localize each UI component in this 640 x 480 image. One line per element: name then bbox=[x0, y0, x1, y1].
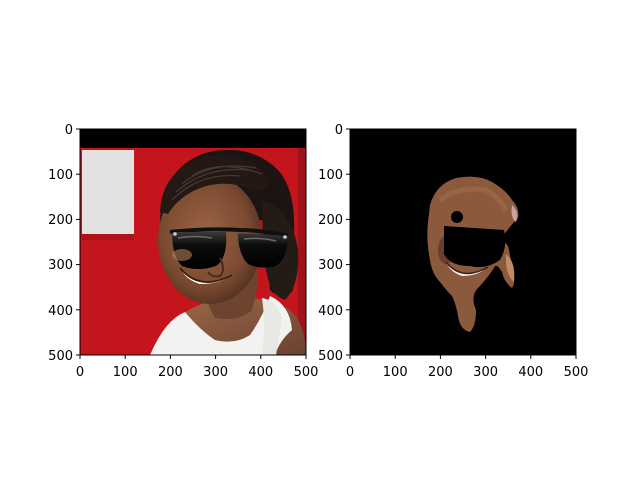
glasses-hole bbox=[444, 226, 506, 268]
right-axes-frame bbox=[349, 128, 577, 356]
right-xtick-label: 0 bbox=[346, 365, 354, 380]
right-ytick-label: 400 bbox=[318, 304, 343, 319]
tank-top bbox=[150, 296, 292, 355]
right-ytick-label: 500 bbox=[318, 349, 343, 364]
left-ytick-label: 500 bbox=[48, 349, 73, 364]
poster-shadow bbox=[82, 234, 134, 240]
right-image-panel bbox=[350, 129, 576, 355]
left-ytick-label: 400 bbox=[48, 304, 73, 319]
left-xtick-label: 400 bbox=[248, 365, 273, 380]
right-y-ticks bbox=[346, 128, 350, 356]
left-xtick-label: 500 bbox=[294, 365, 319, 380]
left-y-ticks bbox=[76, 128, 80, 356]
right-x-ticks bbox=[349, 355, 577, 359]
right-xtick-label: 400 bbox=[518, 365, 543, 380]
braid-lines bbox=[171, 165, 263, 201]
left-xtick-label: 200 bbox=[158, 365, 183, 380]
left-image-panel bbox=[80, 129, 306, 355]
right-ytick-label: 100 bbox=[318, 168, 343, 183]
right-xtick-label: 200 bbox=[428, 365, 453, 380]
nose bbox=[207, 257, 224, 278]
left-xtick-label: 100 bbox=[113, 365, 138, 380]
right-xtick-label: 300 bbox=[473, 365, 498, 380]
left-axes-frame bbox=[79, 128, 307, 356]
shirt-strap bbox=[262, 298, 282, 355]
left-x-ticks bbox=[79, 355, 307, 359]
left-xtick-label: 0 bbox=[76, 365, 84, 380]
top-black-band bbox=[80, 129, 306, 148]
eye-hole bbox=[451, 211, 463, 223]
right-ytick-label: 300 bbox=[318, 258, 343, 273]
right-lens bbox=[238, 233, 288, 268]
smile bbox=[180, 268, 230, 284]
white-poster bbox=[82, 150, 134, 234]
right-ytick-label: 0 bbox=[335, 123, 343, 138]
left-ytick-label: 300 bbox=[48, 258, 73, 273]
left-xtick-label: 300 bbox=[203, 365, 228, 380]
wall-edge bbox=[298, 148, 306, 355]
left-ytick-label: 100 bbox=[48, 168, 73, 183]
left-ytick-label: 200 bbox=[48, 213, 73, 228]
left-ytick-label: 0 bbox=[65, 123, 73, 138]
right-xtick-label: 500 bbox=[564, 365, 589, 380]
right-ytick-label: 200 bbox=[318, 213, 343, 228]
glasses-bridge bbox=[169, 227, 289, 238]
right-xtick-label: 100 bbox=[383, 365, 408, 380]
